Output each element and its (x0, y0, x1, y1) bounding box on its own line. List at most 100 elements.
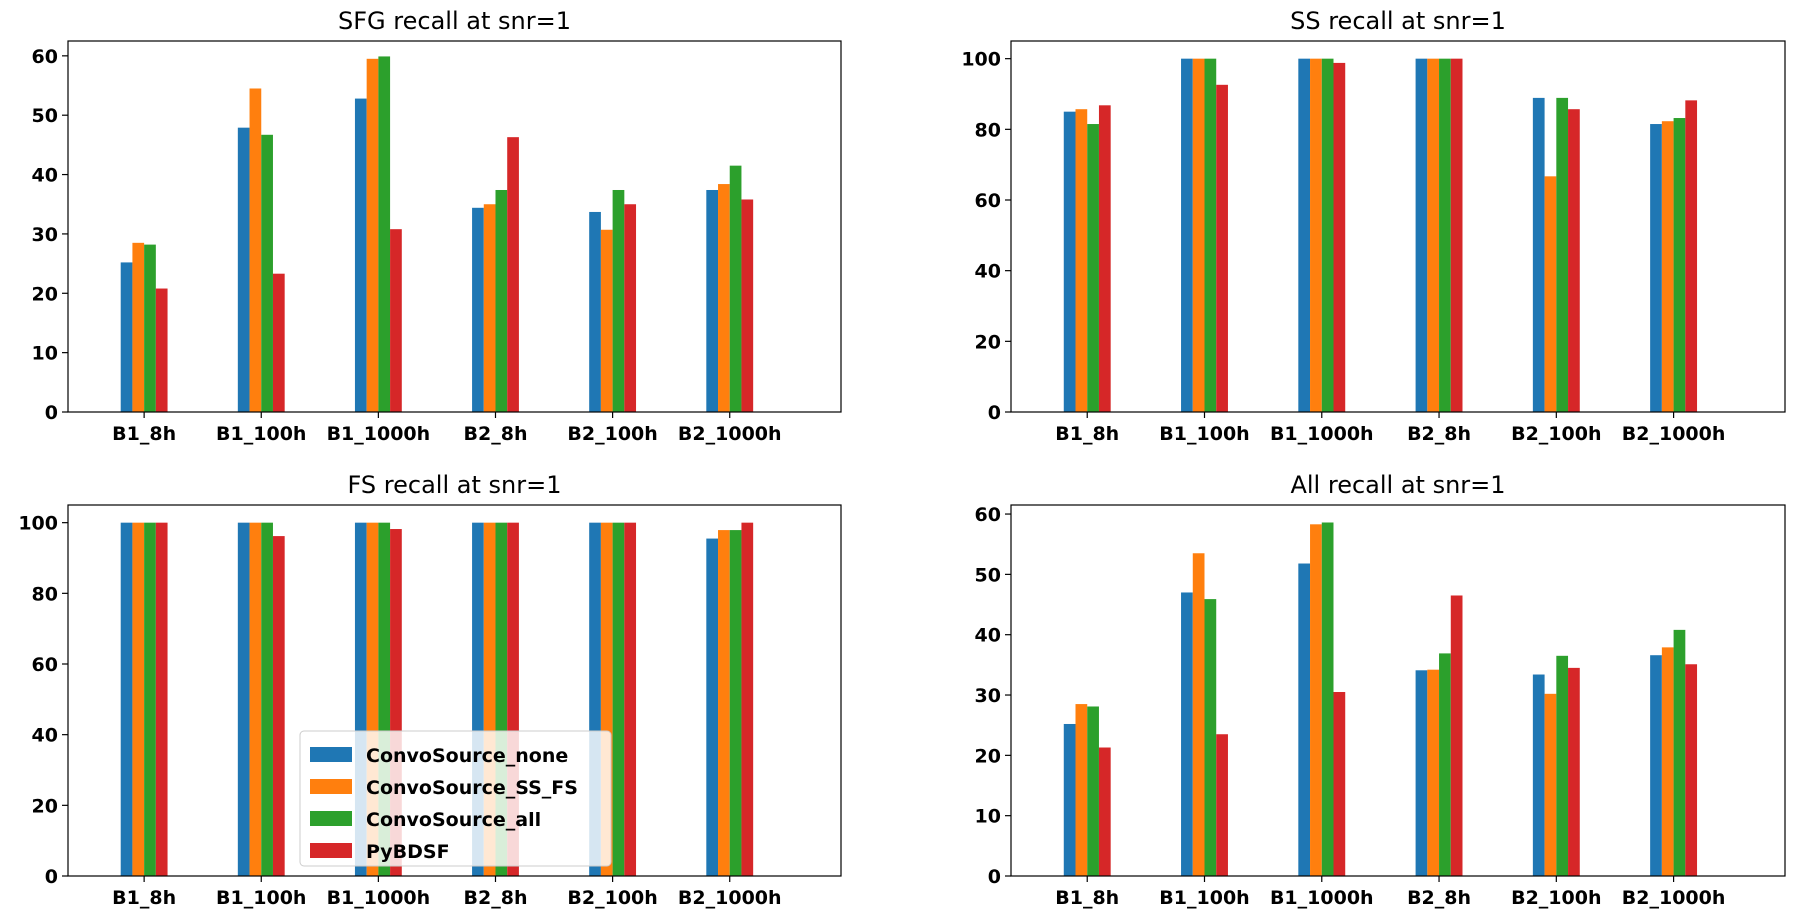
bar-ss-ConvoSource_SS_FS-B1_8h (1075, 109, 1088, 413)
x-tick-label: B1_100h (216, 887, 306, 909)
bar-all-ConvoSource_none-B2_8h (1415, 670, 1428, 876)
axes-frame (67, 40, 842, 413)
legend-swatch-ConvoSource_all (310, 811, 352, 826)
y-tick-label: 10 (975, 806, 1001, 828)
bar-all-PyBDSF-B2_8h (1450, 595, 1463, 876)
bar-fs-PyBDSF-B1_100h (272, 536, 285, 876)
bar-fs-PyBDSF-B2_1000h (741, 522, 754, 876)
bar-all-ConvoSource_all-B1_1000h (1321, 522, 1334, 876)
y-tick-label: 20 (32, 283, 58, 305)
y-tick-label: 50 (32, 105, 58, 127)
y-tick-label: 50 (975, 564, 1001, 586)
y-tick-label: 40 (32, 725, 58, 747)
bar-all-ConvoSource_none-B1_1000h (1298, 563, 1311, 876)
bar-ss-ConvoSource_all-B1_1000h (1321, 58, 1334, 413)
bar-ss-ConvoSource_all-B2_8h (1439, 58, 1451, 413)
x-tick-label: B2_100h (567, 423, 657, 445)
bar-ss-ConvoSource_SS_FS-B1_1000h (1310, 58, 1322, 413)
bar-ss-ConvoSource_SS_FS-B1_100h (1192, 58, 1205, 413)
bar-ss-PyBDSF-B1_100h (1216, 84, 1228, 413)
y-tick-label: 60 (975, 190, 1001, 212)
bar-ss-ConvoSource_none-B2_1000h (1650, 124, 1662, 413)
y-tick-label: 0 (988, 402, 1001, 424)
y-tick-label: 40 (32, 165, 58, 187)
bar-ss-ConvoSource_none-B2_8h (1415, 58, 1428, 413)
y-tick-label: 60 (32, 654, 58, 676)
bar-fs-PyBDSF-B1_1000h (390, 529, 402, 876)
bar-ss-ConvoSource_SS_FS-B2_8h (1427, 58, 1440, 413)
bar-sfg-ConvoSource_SS_FS-B1_8h (132, 242, 145, 412)
bar-sfg-PyBDSF-B1_100h (272, 273, 285, 412)
bar-all-PyBDSF-B1_1000h (1333, 692, 1346, 876)
bar-sfg-PyBDSF-B1_1000h (390, 229, 402, 412)
legend-label-ConvoSource_none: ConvoSource_none (366, 745, 568, 767)
bar-ss-ConvoSource_all-B2_100h (1556, 97, 1569, 413)
bar-ss-ConvoSource_SS_FS-B2_1000h (1661, 121, 1674, 412)
bar-all-ConvoSource_SS_FS-B1_1000h (1310, 524, 1322, 876)
x-tick-label: B2_1000h (1622, 423, 1726, 445)
bar-sfg-PyBDSF-B1_8h (155, 288, 168, 412)
bar-sfg-ConvoSource_SS_FS-B2_100h (600, 229, 613, 412)
legend-swatch-PyBDSF (310, 843, 352, 858)
y-tick-label: 80 (975, 119, 1001, 141)
bar-all-ConvoSource_all-B2_100h (1556, 655, 1569, 876)
chart-title-all: All recall at snr=1 (1290, 471, 1505, 499)
x-tick-label: B1_1000h (1270, 423, 1374, 445)
x-tick-label: B2_100h (567, 887, 657, 909)
bar-ss-PyBDSF-B2_8h (1450, 58, 1463, 413)
bar-sfg-ConvoSource_SS_FS-B1_100h (249, 88, 262, 412)
bar-fs-PyBDSF-B2_100h (624, 522, 637, 876)
x-tick-label: B1_8h (1055, 887, 1119, 909)
bar-fs-ConvoSource_all-B2_100h (612, 522, 625, 876)
bar-sfg-ConvoSource_none-B2_100h (589, 211, 601, 412)
legend-label-ConvoSource_SS_FS: ConvoSource_SS_FS (366, 777, 578, 799)
x-tick-label: B1_8h (112, 887, 176, 909)
bar-all-ConvoSource_SS_FS-B1_100h (1192, 553, 1205, 876)
bar-sfg-PyBDSF-B2_1000h (741, 199, 754, 412)
bar-fs-ConvoSource_none-B1_1000h (354, 522, 367, 876)
x-tick-label: B2_1000h (1622, 887, 1726, 909)
bar-fs-ConvoSource_all-B1_100h (261, 522, 273, 876)
bar-sfg-ConvoSource_all-B1_100h (261, 134, 273, 412)
bar-fs-ConvoSource_none-B1_100h (237, 522, 250, 876)
y-tick-label: 0 (45, 402, 58, 424)
panel-ss-recall: SS recall at snr=1 0 20 40 60 80 100 B1_8h B1_10… (961, 7, 1786, 445)
y-tick-label: 100 (961, 49, 1001, 71)
bar-fs-ConvoSource_all-B2_8h (495, 522, 508, 876)
x-tick-label: B1_1000h (1270, 887, 1374, 909)
bar-sfg-PyBDSF-B2_8h (507, 137, 519, 412)
y-tick-label: 20 (32, 795, 58, 817)
bar-sfg-ConvoSource_all-B2_8h (495, 189, 508, 412)
bar-all-ConvoSource_all-B1_8h (1087, 706, 1099, 876)
bar-fs-ConvoSource_SS_FS-B2_100h (600, 522, 613, 876)
bar-ss-PyBDSF-B1_1000h (1333, 62, 1346, 412)
panel-fs-recall: FS recall at snr=1 0 20 40 60 80 100 B1_8h B1_10… (18, 471, 842, 909)
bar-ss-PyBDSF-B1_8h (1098, 105, 1111, 412)
x-tick-label: B2_1000h (678, 887, 782, 909)
bar-all-ConvoSource_SS_FS-B1_8h (1075, 704, 1088, 876)
y-tick-label: 0 (45, 866, 58, 888)
x-tick-label: B2_8h (464, 887, 528, 909)
bar-ss-PyBDSF-B2_1000h (1685, 100, 1698, 413)
bar-fs-ConvoSource_SS_FS-B2_8h (483, 522, 496, 876)
bar-all-ConvoSource_none-B1_8h (1063, 723, 1076, 876)
x-tick-label: B1_1000h (327, 887, 431, 909)
y-tick-label: 20 (975, 331, 1001, 353)
bar-sfg-ConvoSource_SS_FS-B2_8h (483, 204, 496, 412)
y-tick-label: 30 (975, 685, 1001, 707)
chart-title-ss: SS recall at snr=1 (1290, 7, 1506, 35)
bar-fs-ConvoSource_SS_FS-B2_1000h (718, 530, 730, 876)
legend-box (299, 730, 612, 867)
bar-fs-ConvoSource_all-B1_8h (144, 522, 156, 876)
bar-ss-ConvoSource_none-B1_8h (1063, 111, 1076, 413)
bar-ss-ConvoSource_SS_FS-B2_100h (1544, 176, 1557, 412)
panel-sfg-recall: SFG recall at snr=1 0 10 20 30 40 50 60 B1_8h B1_… (32, 7, 842, 445)
bar-fs-ConvoSource_none-B1_8h (120, 522, 133, 876)
legend-swatch-ConvoSource_none (310, 747, 352, 762)
axes-frame (67, 504, 842, 877)
axes-frame (1010, 40, 1786, 413)
bar-fs-ConvoSource_none-B2_1000h (706, 538, 719, 876)
bar-sfg-ConvoSource_all-B2_100h (612, 189, 625, 412)
chart-title-fs: FS recall at snr=1 (348, 471, 562, 499)
